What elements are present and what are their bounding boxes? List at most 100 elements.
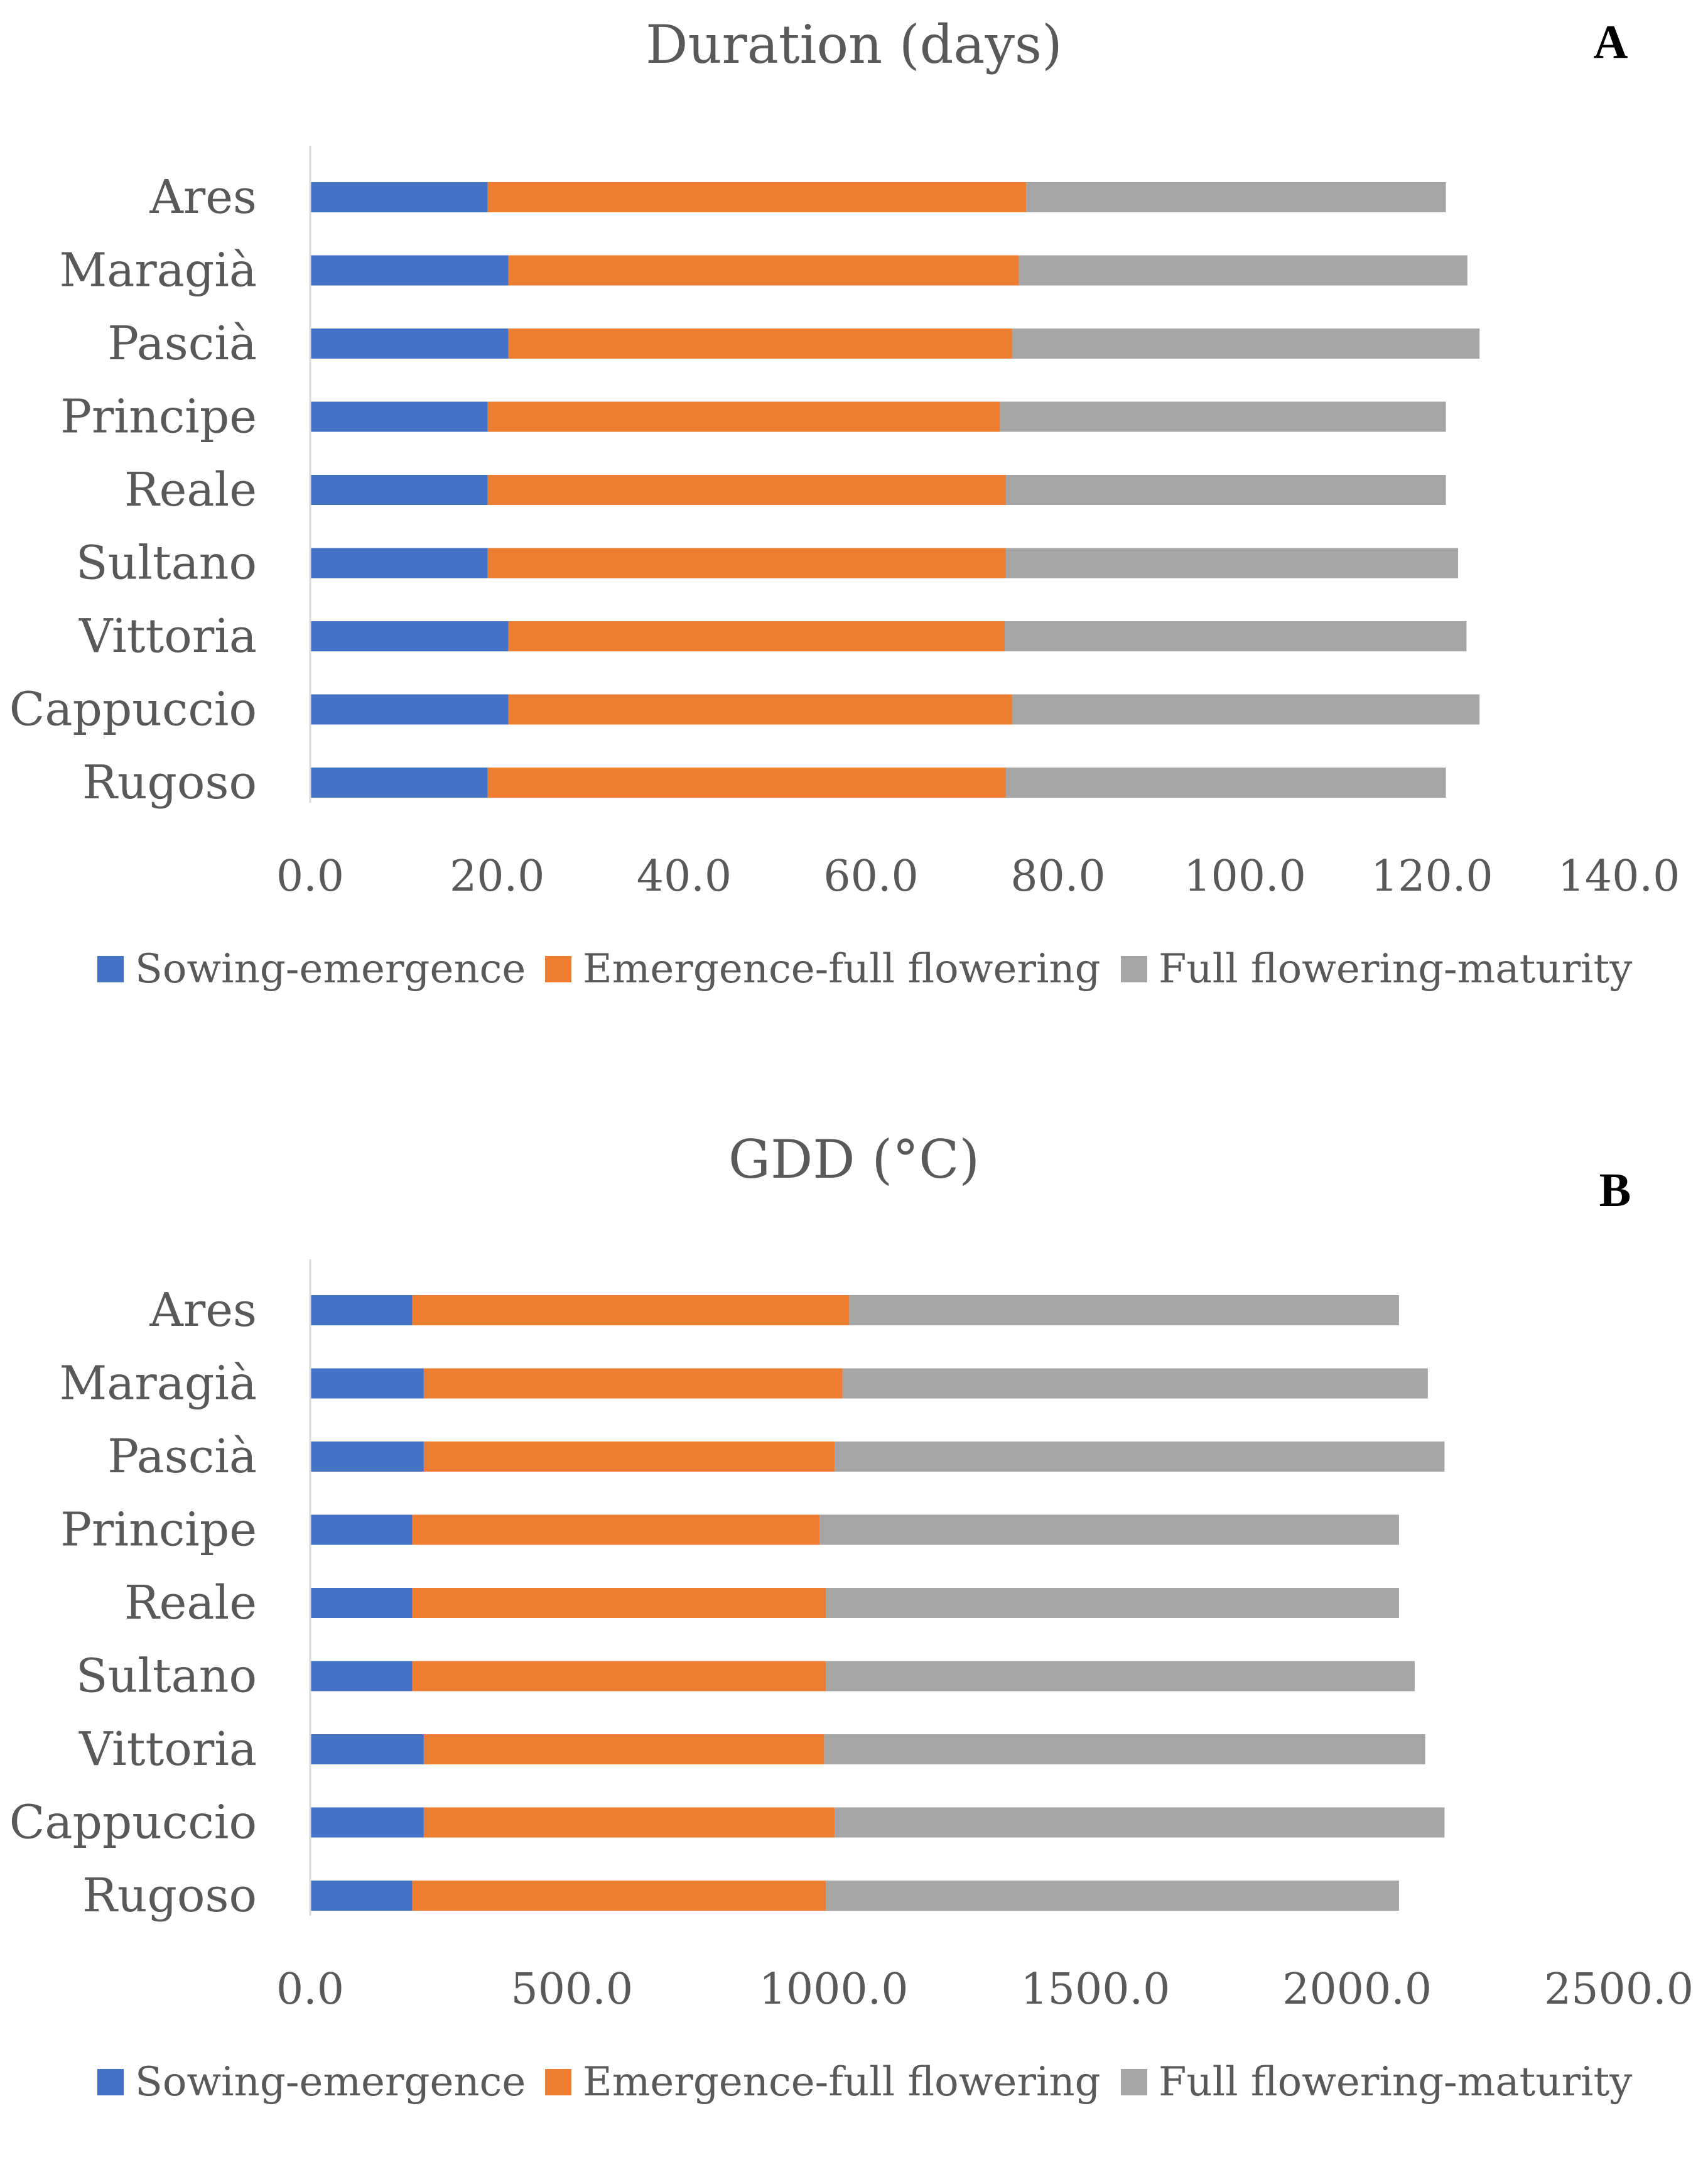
legend-swatch xyxy=(97,956,124,982)
x-tick-label: 1500.0 xyxy=(1020,1965,1170,2014)
legend-swatch xyxy=(545,956,571,982)
category-label: Cappuccio xyxy=(9,1796,257,1850)
x-tick-label: 1000.0 xyxy=(759,1965,909,2014)
panel-label: A xyxy=(1594,16,1628,68)
bar-full-flowering-maturity-3 xyxy=(819,1514,1399,1545)
x-tick-label: 500.0 xyxy=(511,1965,633,2014)
bar-sowing-emergence-5 xyxy=(310,1661,413,1691)
bar-full-flowering-maturity-1 xyxy=(1019,255,1467,286)
legend-label: Sowing-emergence xyxy=(135,2059,526,2105)
bar-sowing-emergence-5 xyxy=(310,548,488,578)
bar-emergence-full-flowering-7 xyxy=(508,694,1012,725)
bar-sowing-emergence-3 xyxy=(310,1514,413,1545)
x-tick-label: 0.0 xyxy=(276,1965,344,2014)
bar-full-flowering-maturity-6 xyxy=(824,1734,1425,1764)
bar-full-flowering-maturity-1 xyxy=(842,1368,1428,1399)
bar-emergence-full-flowering-1 xyxy=(508,255,1019,286)
bar-full-flowering-maturity-0 xyxy=(1026,182,1446,212)
bar-full-flowering-maturity-5 xyxy=(1005,548,1458,578)
category-label: Rugoso xyxy=(82,1869,257,1923)
bar-full-flowering-maturity-4 xyxy=(826,1588,1399,1618)
x-tick-label: 120.0 xyxy=(1371,852,1493,901)
duration-chart: Duration (days) A Ares Maragià Pascià Princ… xyxy=(9,14,1680,992)
category-label: Pascià xyxy=(107,1430,257,1484)
bar-emergence-full-flowering-6 xyxy=(423,1734,824,1764)
category-label: Vittoria xyxy=(78,609,257,663)
legend-label: Emergence-full flowering xyxy=(583,946,1101,992)
category-label: Ares xyxy=(149,1283,257,1337)
bar-emergence-full-flowering-8 xyxy=(412,1881,826,1911)
category-label: Maragià xyxy=(59,244,257,298)
x-tick-label: 80.0 xyxy=(1010,852,1105,901)
bar-sowing-emergence-7 xyxy=(310,1807,424,1838)
bar-sowing-emergence-3 xyxy=(310,401,488,432)
category-label: Principe xyxy=(60,390,257,444)
bar-sowing-emergence-4 xyxy=(310,1588,413,1618)
category-label: Vittoria xyxy=(78,1722,257,1776)
bar-sowing-emergence-1 xyxy=(310,255,509,286)
x-tick-label: 0.0 xyxy=(276,852,344,901)
category-label: Ares xyxy=(149,170,257,224)
bar-sowing-emergence-6 xyxy=(310,1734,424,1764)
legend-swatch xyxy=(97,2069,124,2095)
bar-emergence-full-flowering-2 xyxy=(508,329,1012,359)
bar-full-flowering-maturity-0 xyxy=(849,1295,1399,1325)
legend-swatch xyxy=(1121,2069,1147,2095)
bar-sowing-emergence-8 xyxy=(310,768,488,798)
chart-title: GDD (°C) xyxy=(728,1129,980,1190)
bar-sowing-emergence-0 xyxy=(310,182,488,212)
bar-full-flowering-maturity-3 xyxy=(1000,401,1446,432)
bar-emergence-full-flowering-5 xyxy=(412,1661,826,1691)
chart-title: Duration (days) xyxy=(646,14,1062,75)
legend-label: Full flowering-maturity xyxy=(1159,946,1632,992)
category-label: Reale xyxy=(124,463,257,517)
legend-label: Emergence-full flowering xyxy=(583,2059,1101,2105)
x-tick-label: 40.0 xyxy=(637,852,732,901)
bar-full-flowering-maturity-8 xyxy=(1005,768,1446,798)
bar-full-flowering-maturity-4 xyxy=(1005,475,1446,505)
bar-sowing-emergence-6 xyxy=(310,621,509,651)
bar-sowing-emergence-4 xyxy=(310,475,488,505)
bar-sowing-emergence-2 xyxy=(310,329,509,359)
category-label: Reale xyxy=(124,1576,257,1630)
x-tick-label: 2000.0 xyxy=(1282,1965,1432,2014)
bar-sowing-emergence-0 xyxy=(310,1295,413,1325)
category-label: Sultano xyxy=(76,536,257,590)
x-tick-label: 60.0 xyxy=(823,852,918,901)
bar-full-flowering-maturity-2 xyxy=(1012,329,1480,359)
category-label: Pascià xyxy=(107,317,257,371)
category-label: Rugoso xyxy=(82,756,257,810)
x-tick-label: 2500.0 xyxy=(1544,1965,1694,2014)
category-label: Sultano xyxy=(76,1649,257,1703)
bar-emergence-full-flowering-4 xyxy=(412,1588,826,1618)
bar-sowing-emergence-2 xyxy=(310,1442,424,1472)
bar-emergence-full-flowering-5 xyxy=(487,548,1006,578)
bar-full-flowering-maturity-6 xyxy=(1005,621,1467,651)
legend-label: Full flowering-maturity xyxy=(1159,2059,1632,2105)
gdd-chart: GDD (°C) B Ares Maragià Pascià Principe Real… xyxy=(9,1129,1694,2105)
bar-sowing-emergence-8 xyxy=(310,1881,413,1911)
panel-label: B xyxy=(1599,1164,1631,1217)
category-label: Principe xyxy=(60,1503,257,1557)
bar-full-flowering-maturity-2 xyxy=(835,1442,1445,1472)
bar-emergence-full-flowering-4 xyxy=(487,475,1006,505)
legend-swatch xyxy=(1121,956,1147,982)
bar-emergence-full-flowering-3 xyxy=(412,1514,820,1545)
x-tick-label: 20.0 xyxy=(450,852,544,901)
bar-emergence-full-flowering-0 xyxy=(412,1295,850,1325)
x-tick-label: 100.0 xyxy=(1184,852,1306,901)
bar-emergence-full-flowering-8 xyxy=(487,768,1006,798)
bar-emergence-full-flowering-7 xyxy=(423,1807,835,1838)
bar-emergence-full-flowering-2 xyxy=(423,1442,835,1472)
bar-emergence-full-flowering-1 xyxy=(423,1368,843,1399)
legend-label: Sowing-emergence xyxy=(135,946,526,992)
category-label: Cappuccio xyxy=(9,683,257,737)
bar-emergence-full-flowering-0 xyxy=(487,182,1027,212)
category-label: Maragià xyxy=(59,1357,257,1411)
legend-swatch xyxy=(545,2069,571,2095)
bar-sowing-emergence-1 xyxy=(310,1368,424,1399)
bar-full-flowering-maturity-7 xyxy=(1012,694,1480,725)
bar-full-flowering-maturity-7 xyxy=(835,1807,1445,1838)
x-tick-label: 140.0 xyxy=(1558,852,1680,901)
